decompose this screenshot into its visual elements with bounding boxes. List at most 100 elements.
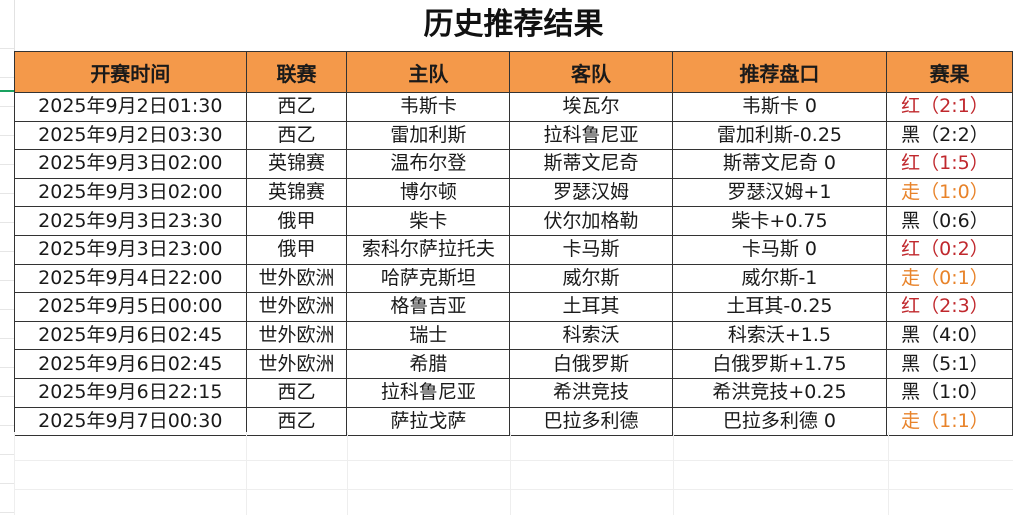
cell-result[interactable]: 红（0:2）	[886, 234, 1013, 265]
cell-home[interactable]: 博尔顿	[346, 177, 511, 208]
gutter-line	[0, 106, 14, 107]
cell-time[interactable]: 2025年9月3日23:30	[14, 206, 247, 236]
cell-pick[interactable]: 斯蒂文尼奇 0	[671, 149, 888, 179]
cell-league[interactable]: 世外欧洲	[245, 263, 348, 294]
column-header-league[interactable]: 联赛	[245, 51, 348, 93]
cell-home[interactable]: 柴卡	[346, 206, 511, 236]
table-row: 2025年9月2日01:30 西乙 韦斯卡 埃瓦尔 韦斯卡 0 红（2:1）	[14, 92, 1013, 122]
table-row: 2025年9月7日00:30 西乙 萨拉戈萨 巴拉多利德 巴拉多利德 0 走（1:1）	[14, 406, 1013, 437]
gutter-line	[0, 193, 14, 194]
cell-league[interactable]: 英锦赛	[245, 177, 348, 208]
cell-time[interactable]: 2025年9月6日02:45	[14, 349, 247, 379]
table-row: 2025年9月4日22:00 世外欧洲 哈萨克斯坦 威尔斯 威尔斯-1 走（0:1）	[14, 263, 1013, 294]
cell-away[interactable]: 伏尔加格勒	[509, 206, 673, 236]
cell-league[interactable]: 英锦赛	[245, 149, 348, 179]
table-row: 2025年9月2日03:30 西乙 雷加利斯 拉科鲁尼亚 雷加利斯-0.25 黑（2:2）	[14, 120, 1013, 151]
gutter-line	[0, 135, 14, 136]
cell-result[interactable]: 红（2:3）	[886, 292, 1013, 322]
selected-row-indicator	[0, 90, 14, 92]
cell-away[interactable]: 白俄罗斯	[509, 349, 673, 379]
column-header-home[interactable]: 主队	[346, 51, 511, 93]
cell-pick[interactable]: 土耳其-0.25	[671, 292, 888, 322]
row-header-gutter[interactable]	[0, 0, 15, 515]
cell-pick[interactable]: 卡马斯 0	[671, 234, 888, 265]
empty-sheet-grid[interactable]	[14, 432, 1013, 515]
cell-pick[interactable]: 巴拉多利德 0	[671, 406, 888, 437]
cell-home[interactable]: 萨拉戈萨	[346, 406, 511, 437]
cell-home[interactable]: 瑞士	[346, 320, 511, 351]
cell-result[interactable]: 黑（1:0）	[886, 377, 1013, 408]
cell-result[interactable]: 走（1:0）	[886, 177, 1013, 208]
table-row: 2025年9月6日02:45 世外欧洲 瑞士 科索沃 科索沃+1.5 黑（4:0）	[14, 320, 1013, 351]
cell-pick[interactable]: 希洪竞技+0.25	[671, 377, 888, 408]
cell-away[interactable]: 科索沃	[509, 320, 673, 351]
gutter-line	[0, 367, 14, 368]
cell-away[interactable]: 埃瓦尔	[509, 92, 673, 122]
cell-time[interactable]: 2025年9月6日02:45	[14, 320, 247, 351]
page-title: 历史推荐结果	[423, 7, 604, 42]
cell-result[interactable]: 黑（2:2）	[886, 120, 1013, 151]
table-row: 2025年9月3日02:00 英锦赛 温布尔登 斯蒂文尼奇 斯蒂文尼奇 0 红（1:5）	[14, 149, 1013, 179]
cell-result[interactable]: 红（2:1）	[886, 92, 1013, 122]
column-header-result[interactable]: 赛果	[886, 51, 1013, 93]
cell-time[interactable]: 2025年9月5日00:00	[14, 292, 247, 322]
cell-result[interactable]: 黑（5:1）	[886, 349, 1013, 379]
cell-away[interactable]: 卡马斯	[509, 234, 673, 265]
cell-home[interactable]: 拉科鲁尼亚	[346, 377, 511, 408]
cell-time[interactable]: 2025年9月4日22:00	[14, 263, 247, 294]
gutter-line	[0, 309, 14, 310]
cell-league[interactable]: 俄甲	[245, 206, 348, 236]
cell-time[interactable]: 2025年9月2日01:30	[14, 92, 247, 122]
cell-result[interactable]: 走（1:1）	[886, 406, 1013, 437]
gutter-line	[0, 280, 14, 281]
cell-league[interactable]: 西乙	[245, 406, 348, 437]
cell-result[interactable]: 黑（4:0）	[886, 320, 1013, 351]
cell-home[interactable]: 哈萨克斯坦	[346, 263, 511, 294]
cell-time[interactable]: 2025年9月6日22:15	[14, 377, 247, 408]
cell-time[interactable]: 2025年9月7日00:30	[14, 406, 247, 437]
cell-pick[interactable]: 雷加利斯-0.25	[671, 120, 888, 151]
cell-away[interactable]: 巴拉多利德	[509, 406, 673, 437]
cell-pick[interactable]: 柴卡+0.75	[671, 206, 888, 236]
table-row: 2025年9月3日23:30 俄甲 柴卡 伏尔加格勒 柴卡+0.75 黑（0:6）	[14, 206, 1013, 236]
cell-pick[interactable]: 白俄罗斯+1.75	[671, 349, 888, 379]
grid-line	[14, 432, 15, 515]
cell-league[interactable]: 世外欧洲	[245, 292, 348, 322]
grid-line	[888, 432, 889, 515]
cell-pick[interactable]: 威尔斯-1	[671, 263, 888, 294]
column-header-pick[interactable]: 推荐盘口	[671, 51, 888, 93]
gutter-line	[0, 48, 14, 49]
cell-home[interactable]: 韦斯卡	[346, 92, 511, 122]
cell-away[interactable]: 拉科鲁尼亚	[509, 120, 673, 151]
cell-home[interactable]: 温布尔登	[346, 149, 511, 179]
cell-league[interactable]: 世外欧洲	[245, 320, 348, 351]
cell-league[interactable]: 俄甲	[245, 234, 348, 265]
cell-away[interactable]: 威尔斯	[509, 263, 673, 294]
column-header-time[interactable]: 开赛时间	[14, 51, 247, 93]
cell-home[interactable]: 格鲁吉亚	[346, 292, 511, 322]
cell-away[interactable]: 罗瑟汉姆	[509, 177, 673, 208]
cell-result[interactable]: 红（1:5）	[886, 149, 1013, 179]
cell-pick[interactable]: 罗瑟汉姆+1	[671, 177, 888, 208]
grid-line	[14, 489, 1013, 490]
cell-home[interactable]: 索科尔萨拉托夫	[346, 234, 511, 265]
cell-league[interactable]: 西乙	[245, 120, 348, 151]
cell-league[interactable]: 西乙	[245, 92, 348, 122]
cell-time[interactable]: 2025年9月3日02:00	[14, 149, 247, 179]
column-header-away[interactable]: 客队	[509, 51, 673, 93]
cell-time[interactable]: 2025年9月3日23:00	[14, 234, 247, 265]
cell-away[interactable]: 斯蒂文尼奇	[509, 149, 673, 179]
cell-pick[interactable]: 科索沃+1.5	[671, 320, 888, 351]
cell-result[interactable]: 走（0:1）	[886, 263, 1013, 294]
cell-result[interactable]: 黑（0:6）	[886, 206, 1013, 236]
cell-home[interactable]: 希腊	[346, 349, 511, 379]
cell-away[interactable]: 希洪竞技	[509, 377, 673, 408]
cell-pick[interactable]: 韦斯卡 0	[671, 92, 888, 122]
cell-time[interactable]: 2025年9月3日02:00	[14, 177, 247, 208]
table-row: 2025年9月5日00:00 世外欧洲 格鲁吉亚 土耳其 土耳其-0.25 红（2:3）	[14, 292, 1013, 322]
cell-home[interactable]: 雷加利斯	[346, 120, 511, 151]
cell-away[interactable]: 土耳其	[509, 292, 673, 322]
cell-league[interactable]: 世外欧洲	[245, 349, 348, 379]
cell-time[interactable]: 2025年9月2日03:30	[14, 120, 247, 151]
cell-league[interactable]: 西乙	[245, 377, 348, 408]
